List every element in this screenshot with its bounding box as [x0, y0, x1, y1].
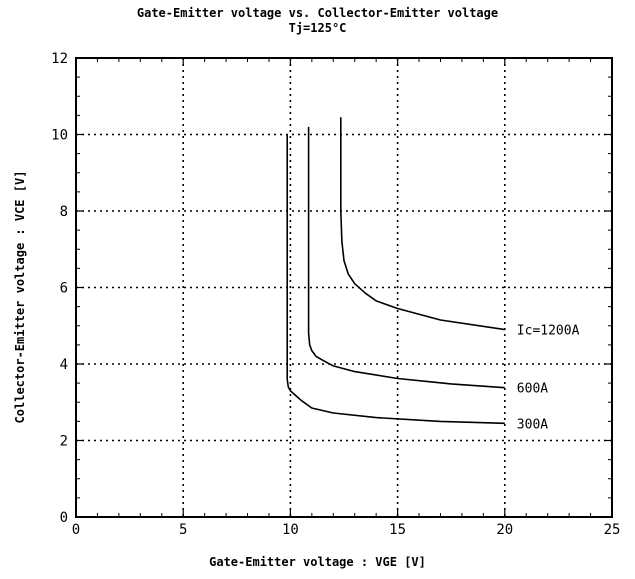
x-tick-label: 25 — [604, 522, 621, 538]
y-axis-label: Collector-Emitter voltage : VCE [V] — [13, 170, 27, 424]
plot-frame — [75, 57, 613, 518]
series-label: 600A — [517, 382, 548, 397]
x-tick-label: 10 — [282, 522, 299, 538]
y-tick-label: 2 — [60, 434, 68, 450]
series-line — [307, 126, 505, 389]
x-tick-label: 5 — [179, 522, 187, 538]
chart-title: Gate-Emitter voltage vs. Collector-Emitt… — [136, 6, 499, 20]
x-tick-label: 15 — [389, 522, 406, 538]
series-label: 300A — [517, 417, 548, 432]
y-tick-label: 10 — [51, 128, 68, 144]
x-tick-label: 20 — [496, 522, 513, 538]
series-line — [340, 117, 505, 331]
x-tick-label: 0 — [72, 522, 80, 538]
series-line — [286, 134, 505, 425]
x-axis-label: Gate-Emitter voltage : VGE [V] — [209, 555, 426, 569]
y-tick-label: 0 — [60, 510, 68, 526]
y-tick-label: 6 — [60, 281, 68, 297]
y-tick-label: 12 — [51, 51, 68, 67]
y-tick-label: 4 — [60, 357, 68, 373]
chart-subtitle: Tj=125°C — [288, 21, 347, 35]
y-tick-label: 8 — [60, 204, 68, 220]
series-label: Ic=1200A — [517, 324, 580, 339]
